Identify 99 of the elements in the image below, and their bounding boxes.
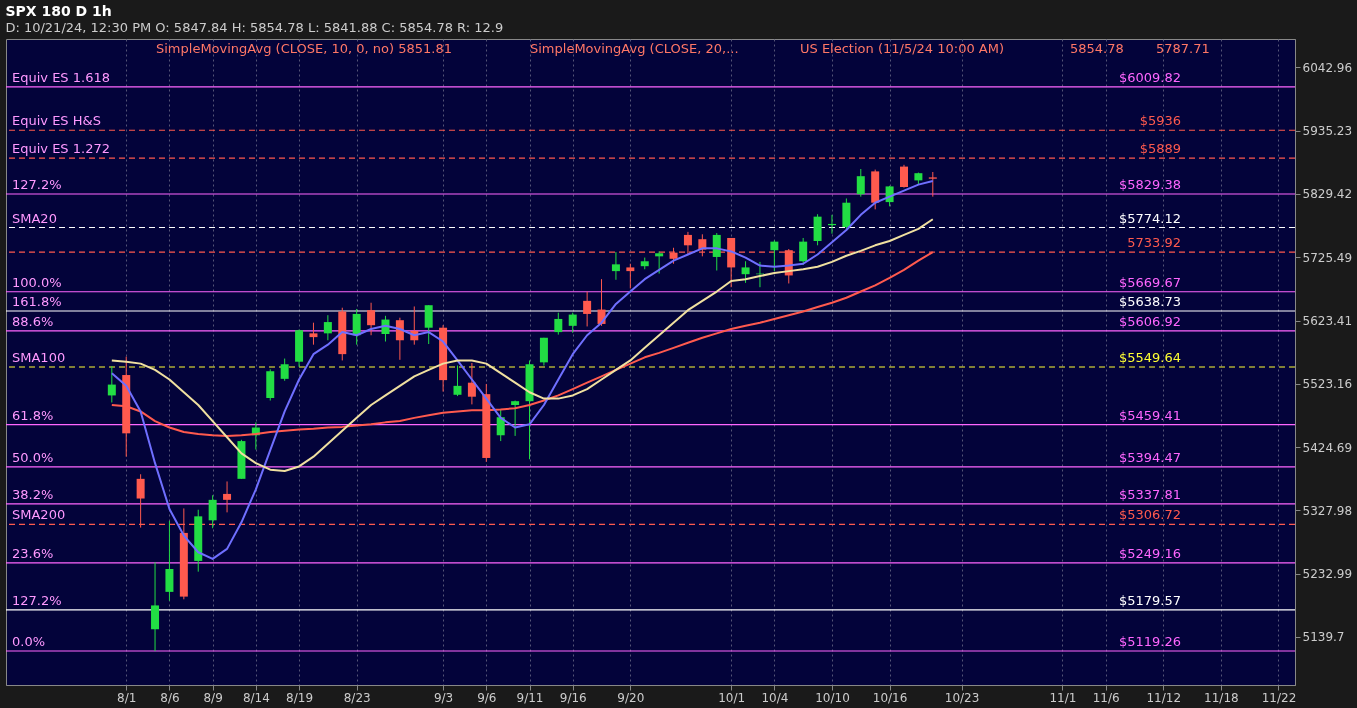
y-tick-label: 5523.16 bbox=[1302, 377, 1353, 392]
ref-line-label: $5306.72 bbox=[1118, 507, 1181, 523]
annotation: SMA100 bbox=[12, 350, 66, 366]
candlestick bbox=[367, 302, 376, 336]
x-tick-label: 11/1 bbox=[1049, 690, 1077, 705]
annotation: 23.6% bbox=[12, 545, 54, 561]
ref-line-label: $5179.57 bbox=[1118, 592, 1181, 608]
candlestick bbox=[626, 263, 635, 289]
annotation: US Election (11/5/24 10:00 AM) bbox=[800, 41, 1005, 56]
candlestick bbox=[165, 520, 174, 602]
candlestick bbox=[323, 314, 332, 341]
line-series bbox=[110, 218, 934, 472]
candlestick bbox=[208, 494, 217, 529]
chart-title: SPX 180 D 1h bbox=[5, 3, 112, 19]
x-tick-label: 9/11 bbox=[516, 690, 544, 705]
candlestick bbox=[107, 365, 116, 403]
x-tick-label: 9/16 bbox=[559, 690, 587, 705]
x-tick-label: 8/19 bbox=[286, 690, 314, 705]
x-tick-label: 9/20 bbox=[617, 690, 645, 705]
annotation: 5787.71 bbox=[1156, 41, 1210, 56]
x-tick-label: 10/16 bbox=[872, 690, 908, 705]
x-tick-label: 10/4 bbox=[761, 690, 789, 705]
annotation: SMA200 bbox=[12, 507, 66, 523]
candlestick bbox=[568, 312, 577, 334]
x-tick-label: 9/6 bbox=[477, 690, 497, 705]
y-tick-label: 6042.96 bbox=[1302, 60, 1353, 75]
annotation: 161.8% bbox=[12, 293, 62, 309]
ref-line-label: $5606.92 bbox=[1118, 313, 1181, 329]
ref-line-label: $5549.64 bbox=[1118, 350, 1181, 366]
candlestick bbox=[352, 308, 361, 346]
x-tick-label: 10/1 bbox=[718, 690, 746, 705]
candlestick bbox=[496, 408, 505, 442]
candlestick bbox=[770, 239, 779, 272]
x-tick-label: 11/18 bbox=[1204, 690, 1239, 705]
x-tick-label: 9/3 bbox=[433, 690, 454, 705]
ref-line-label: $5638.73 bbox=[1118, 293, 1181, 309]
ref-line-label: $5774.12 bbox=[1118, 210, 1181, 226]
ref-line-label: $5119.26 bbox=[1118, 633, 1181, 649]
ref-line-label: $5889 bbox=[1139, 141, 1181, 157]
candlestick bbox=[151, 561, 160, 652]
candlestick bbox=[900, 164, 908, 189]
annotation: 100.0% bbox=[12, 274, 62, 290]
candlestick bbox=[467, 362, 476, 405]
candlestick bbox=[424, 304, 433, 345]
x-tick-label: 8/6 bbox=[160, 690, 180, 705]
y-tick-label: 5232.99 bbox=[1302, 567, 1353, 582]
annotation: 88.6% bbox=[12, 313, 54, 329]
ref-line-label: $5337.81 bbox=[1118, 486, 1181, 502]
x-tick-label: 10/10 bbox=[815, 690, 850, 705]
ref-line-label: $5249.16 bbox=[1118, 545, 1181, 561]
y-tick-label: 5829.42 bbox=[1302, 187, 1353, 202]
ref-line-label: $5669.67 bbox=[1118, 274, 1181, 290]
candlestick bbox=[511, 400, 520, 437]
annotation: Equiv ES 1.618 bbox=[12, 69, 110, 85]
annotation: 5854.78 bbox=[1070, 41, 1124, 56]
candlestick bbox=[741, 260, 750, 284]
x-tick-label: 11/12 bbox=[1146, 690, 1182, 705]
candlestick bbox=[583, 291, 592, 327]
annotation: 0.0% bbox=[12, 633, 46, 649]
y-tick-label: 5623.41 bbox=[1302, 314, 1353, 329]
annotation: 38.2% bbox=[12, 486, 54, 502]
x-tick-label: 8/1 bbox=[117, 690, 137, 705]
candlestick bbox=[856, 168, 865, 198]
annotation: 127.2% bbox=[12, 592, 62, 608]
candlestick bbox=[309, 322, 318, 346]
candlestick bbox=[928, 171, 937, 198]
annotation: Equiv ES 1.272 bbox=[12, 141, 110, 157]
y-tick-label: 5327.98 bbox=[1302, 503, 1353, 518]
y-tick-label: 5424.69 bbox=[1302, 440, 1353, 455]
annotation: Equiv ES H&S bbox=[12, 113, 101, 129]
chart-subtitle: D: 10/21/24, 12:30 PM O: 5847.84 H: 5854.78 L: 5841.88 C: 5854.78 R: 12.9 bbox=[5, 20, 504, 35]
ref-line-label: 5733.92 bbox=[1127, 235, 1181, 251]
x-tick-label: 10/23 bbox=[944, 690, 980, 705]
ref-line-label: $5829.38 bbox=[1118, 177, 1181, 193]
candlestick bbox=[223, 480, 232, 513]
annotation: 61.8% bbox=[12, 407, 54, 423]
ref-line-label: $5459.41 bbox=[1118, 407, 1181, 423]
annotation: 50.0% bbox=[12, 449, 54, 465]
annotation: SimpleMovingAvg (CLOSE, 20,... bbox=[530, 41, 739, 56]
y-tick-label: 5725.49 bbox=[1302, 250, 1353, 265]
annotation: SMA20 bbox=[12, 210, 57, 226]
x-tick-label: 11/6 bbox=[1092, 690, 1120, 705]
candlestick bbox=[554, 312, 563, 336]
ref-line-label: $6009.82 bbox=[1118, 69, 1181, 85]
x-tick-label: 8/23 bbox=[343, 690, 371, 705]
y-tick-label: 5935.23 bbox=[1302, 124, 1353, 139]
x-tick-label: 11/22 bbox=[1261, 690, 1297, 705]
x-tick-label: 8/14 bbox=[242, 690, 270, 705]
candlestick bbox=[655, 250, 664, 275]
y-tick-label: 5139.7 bbox=[1302, 630, 1345, 645]
ref-line-label: $5394.47 bbox=[1118, 449, 1181, 465]
candlestick bbox=[453, 365, 462, 397]
annotation: 127.2% bbox=[12, 177, 62, 193]
x-tick-label: 8/9 bbox=[203, 690, 223, 705]
candlestick bbox=[712, 232, 721, 271]
annotation: SimpleMovingAvg (CLOSE, 10, 0, no) 5851.81 bbox=[156, 41, 452, 56]
ref-line-label: $5936 bbox=[1139, 113, 1181, 129]
candlestick bbox=[611, 251, 620, 281]
candlestick bbox=[280, 358, 289, 382]
